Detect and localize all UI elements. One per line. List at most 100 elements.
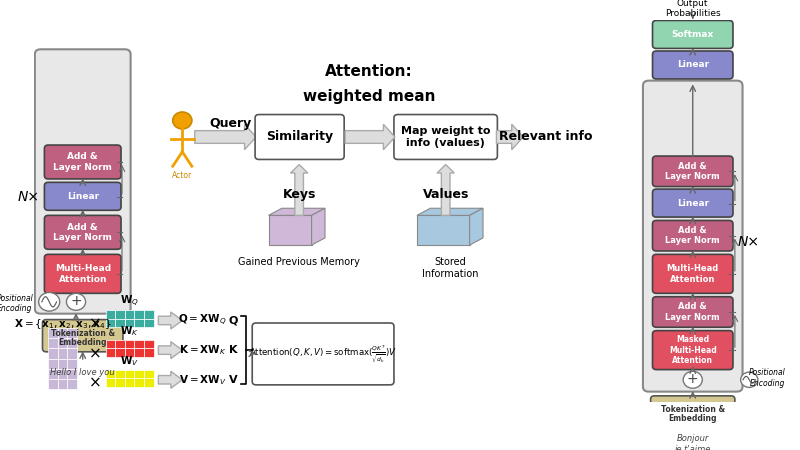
Bar: [67, 338, 77, 348]
Bar: [67, 369, 77, 379]
Bar: [125, 319, 134, 327]
Text: Values: Values: [422, 188, 469, 201]
Bar: [144, 310, 154, 319]
Text: Linear: Linear: [677, 198, 709, 207]
Text: Tokenization &: Tokenization &: [661, 405, 725, 414]
Bar: [67, 328, 77, 338]
Polygon shape: [417, 216, 470, 245]
Text: Output
Probabilities: Output Probabilities: [665, 0, 721, 18]
Text: V: V: [229, 375, 238, 385]
FancyBboxPatch shape: [650, 396, 735, 428]
Bar: [115, 378, 125, 387]
Text: N×: N×: [738, 234, 759, 249]
FancyBboxPatch shape: [255, 115, 344, 159]
Text: Linear: Linear: [677, 60, 709, 69]
Text: Relevant info: Relevant info: [499, 130, 593, 144]
Polygon shape: [158, 342, 182, 359]
Text: N×: N×: [18, 190, 40, 204]
Text: Attention:: Attention:: [325, 64, 413, 79]
Text: Similarity: Similarity: [266, 130, 333, 144]
Bar: [58, 359, 67, 369]
Bar: [134, 340, 144, 348]
Bar: [106, 319, 115, 327]
Polygon shape: [497, 124, 523, 150]
Bar: [125, 348, 134, 357]
Polygon shape: [470, 208, 483, 245]
Text: $\mathbf{Q} = \mathbf{X}\mathbf{W}_Q$: $\mathbf{Q} = \mathbf{X}\mathbf{W}_Q$: [178, 313, 226, 328]
Bar: [67, 379, 77, 389]
Circle shape: [683, 371, 702, 388]
Text: Add &
Layer Norm: Add & Layer Norm: [666, 162, 720, 181]
FancyBboxPatch shape: [42, 320, 123, 352]
Polygon shape: [290, 165, 308, 216]
Text: $\mathrm{Attention}(Q,K,V) = \mathrm{softmax}(\frac{QK^T}{\sqrt{d_k}})V$: $\mathrm{Attention}(Q,K,V) = \mathrm{sof…: [249, 343, 397, 365]
Text: Multi-Head
Attention: Multi-Head Attention: [666, 264, 719, 284]
Polygon shape: [269, 216, 311, 245]
FancyBboxPatch shape: [252, 323, 394, 385]
Bar: [144, 378, 154, 387]
FancyBboxPatch shape: [394, 115, 498, 159]
FancyBboxPatch shape: [653, 21, 733, 49]
FancyBboxPatch shape: [653, 156, 733, 187]
Bar: [48, 348, 58, 359]
Text: Keys: Keys: [282, 188, 316, 201]
FancyBboxPatch shape: [45, 216, 121, 249]
FancyBboxPatch shape: [45, 145, 121, 179]
Bar: [58, 338, 67, 348]
Bar: [134, 310, 144, 319]
FancyBboxPatch shape: [653, 220, 733, 251]
Polygon shape: [311, 208, 325, 245]
Bar: [115, 348, 125, 357]
Text: +: +: [687, 372, 698, 386]
Bar: [67, 348, 77, 359]
Circle shape: [66, 293, 86, 310]
Bar: [134, 348, 144, 357]
Text: +: +: [70, 294, 82, 308]
Text: Add &
Layer Norm: Add & Layer Norm: [666, 302, 720, 322]
Text: $\mathbf{W}_K$: $\mathbf{W}_K$: [120, 324, 139, 338]
Text: Embedding: Embedding: [669, 414, 717, 423]
FancyBboxPatch shape: [45, 182, 121, 210]
Text: Actor: Actor: [172, 171, 193, 180]
Text: Masked
Multi-Head
Attention: Masked Multi-Head Attention: [669, 335, 717, 365]
Text: $\mathbf{X} = \{\mathbf{x}_1, \mathbf{x}_2, \mathbf{x}_3, \mathbf{x}_4\}$: $\mathbf{X} = \{\mathbf{x}_1, \mathbf{x}…: [14, 317, 111, 331]
Bar: [58, 348, 67, 359]
Text: K: K: [229, 345, 238, 355]
Text: $\mathbf{K} = \mathbf{X}\mathbf{W}_K$: $\mathbf{K} = \mathbf{X}\mathbf{W}_K$: [178, 343, 226, 357]
Bar: [125, 378, 134, 387]
Bar: [125, 369, 134, 378]
Bar: [67, 359, 77, 369]
Polygon shape: [194, 124, 256, 150]
Polygon shape: [158, 312, 182, 329]
Bar: [115, 319, 125, 327]
Bar: [134, 319, 144, 327]
Text: $\times$: $\times$: [88, 375, 101, 390]
Bar: [115, 369, 125, 378]
FancyBboxPatch shape: [653, 297, 733, 327]
Text: Query: Query: [209, 117, 251, 130]
Bar: [144, 369, 154, 378]
Bar: [48, 328, 58, 338]
FancyBboxPatch shape: [653, 189, 733, 217]
Bar: [134, 378, 144, 387]
Text: $\times$: $\times$: [88, 345, 101, 360]
Text: Bonjour
je t'aime: Bonjour je t'aime: [674, 434, 711, 450]
Bar: [144, 348, 154, 357]
Text: Positional
Encoding: Positional Encoding: [749, 369, 786, 388]
Text: $\mathbf{W}_Q$: $\mathbf{W}_Q$: [120, 294, 139, 309]
Text: Map weight to
info (values): Map weight to info (values): [401, 126, 490, 148]
Polygon shape: [417, 208, 483, 216]
Text: $\mathbf{W}_V$: $\mathbf{W}_V$: [120, 354, 139, 368]
Circle shape: [741, 372, 758, 387]
Text: Add &
Layer Norm: Add & Layer Norm: [54, 223, 112, 242]
Bar: [106, 369, 115, 378]
Bar: [106, 348, 115, 357]
Bar: [106, 378, 115, 387]
Bar: [125, 340, 134, 348]
FancyBboxPatch shape: [653, 331, 733, 369]
Text: $\mathbf{V} = \mathbf{X}\mathbf{W}_V$: $\mathbf{V} = \mathbf{X}\mathbf{W}_V$: [178, 373, 226, 387]
Bar: [58, 379, 67, 389]
Text: Gained Previous Memory: Gained Previous Memory: [238, 257, 360, 267]
Bar: [106, 310, 115, 319]
Bar: [115, 340, 125, 348]
